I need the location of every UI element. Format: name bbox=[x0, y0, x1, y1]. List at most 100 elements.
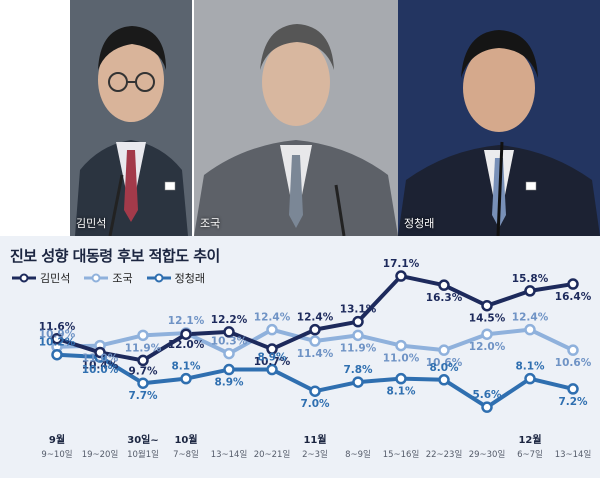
x-tick-label-5: 20~21일 bbox=[254, 450, 291, 460]
data-label-s2-4: 8.9% bbox=[214, 377, 244, 389]
data-point-s2-2 bbox=[137, 377, 149, 389]
data-point-s1-6 bbox=[309, 335, 321, 347]
caption-kim-minseok: 김민석 bbox=[76, 217, 107, 230]
data-label-s0-10: 14.5% bbox=[469, 313, 506, 325]
photo-kim-minseok: 김민석 bbox=[70, 0, 192, 236]
data-label-s1-7: 11.9% bbox=[340, 342, 377, 354]
data-point-s2-11 bbox=[524, 372, 536, 385]
data-point-s0-4 bbox=[223, 326, 235, 338]
data-point-s0-2 bbox=[137, 354, 149, 367]
legend-marker-kim bbox=[12, 273, 36, 283]
data-label-s2-1: 10.0% bbox=[82, 364, 119, 376]
data-point-s1-4 bbox=[223, 347, 235, 360]
legend-label-jung: 정청래 bbox=[174, 272, 205, 285]
data-label-s0-0: 11.6% bbox=[39, 321, 76, 333]
data-label-s2-9: 8.0% bbox=[429, 362, 459, 374]
x-tick-month-2: 30일~ bbox=[127, 433, 159, 446]
data-label-s1-12: 10.6% bbox=[555, 357, 592, 369]
data-point-s0-3 bbox=[180, 328, 192, 340]
data-point-s0-9 bbox=[438, 279, 450, 291]
x-tick-label-0: 9~10일 bbox=[41, 450, 72, 460]
x-tick-label-7: 8~9일 bbox=[345, 450, 371, 460]
chart-panel: 진보 성향 대동령 후보 적합도 추이 김민석 조국 정청래 11.6% 10.4… bbox=[0, 236, 600, 478]
data-label-s2-11: 8.1% bbox=[515, 361, 545, 373]
data-label-s2-3: 8.1% bbox=[171, 361, 201, 373]
data-label-s1-10: 12.0% bbox=[469, 341, 506, 353]
x-tick-month-0: 9월 bbox=[49, 434, 65, 446]
chart-title: 진보 성향 대동령 후보 적합도 추이 bbox=[10, 247, 220, 265]
legend-label-cho: 조국 bbox=[112, 272, 133, 285]
data-label-s2-7: 7.8% bbox=[343, 364, 373, 376]
data-label-s0-5: 10.7% bbox=[254, 356, 291, 368]
data-label-s1-3: 12.1% bbox=[168, 315, 205, 327]
data-label-s1-11: 12.4% bbox=[512, 312, 549, 324]
data-point-s2-4 bbox=[223, 363, 235, 376]
data-point-s2-8 bbox=[395, 372, 407, 385]
data-point-s1-9 bbox=[438, 344, 450, 356]
data-point-s1-5 bbox=[266, 323, 278, 336]
x-tick-label-10: 29~30일 bbox=[469, 450, 506, 460]
data-point-s0-11 bbox=[524, 285, 536, 297]
data-label-s0-8: 17.1% bbox=[383, 258, 420, 270]
data-point-s2-9 bbox=[438, 374, 450, 386]
legend-item-jung: 정청래 bbox=[146, 270, 205, 286]
data-label-s0-11: 15.8% bbox=[512, 273, 549, 285]
legend-label-kim: 김민석 bbox=[40, 272, 71, 285]
data-label-s1-9: 10.6% bbox=[426, 357, 463, 369]
legend-item-cho: 조국 bbox=[84, 270, 133, 286]
data-point-s0-8 bbox=[395, 270, 407, 282]
data-point-s0-7 bbox=[352, 315, 364, 328]
data-label-s2-5: 8.9% bbox=[257, 352, 287, 364]
data-label-s1-4: 10.3% bbox=[211, 336, 248, 348]
legend-item-kim: 김민석 bbox=[12, 270, 70, 286]
data-label-s0-1: 10.4% bbox=[82, 359, 119, 371]
data-point-s2-5 bbox=[266, 363, 278, 376]
data-label-s2-2: 7.7% bbox=[128, 390, 158, 402]
x-tick-label-8: 15~16일 bbox=[383, 450, 420, 460]
line-chart-plot: 11.6% 10.4% 9.7% 12.0% 12.2% 10.7% 12.4% 13.1% 1… bbox=[39, 258, 592, 460]
data-label-s2-8: 8.1% bbox=[386, 386, 416, 398]
data-label-s0-2: 9.7% bbox=[128, 365, 158, 377]
caption-jung-chungrae: 정청래 bbox=[404, 217, 435, 230]
photo-cho-kuk: 조국 bbox=[194, 0, 398, 236]
data-label-s1-8: 11.0% bbox=[383, 353, 420, 365]
data-label-s2-0: 10.2% bbox=[39, 337, 76, 349]
data-point-s1-10 bbox=[481, 328, 493, 340]
x-tick-month-11: 12월 bbox=[518, 434, 541, 446]
x-tick-month-3: 10월 bbox=[174, 434, 197, 446]
data-point-s2-0 bbox=[51, 348, 63, 361]
photo-strip: 김민석 조국 정청래 bbox=[0, 0, 600, 236]
data-point-s2-6 bbox=[309, 385, 321, 397]
data-point-s1-2 bbox=[137, 329, 149, 342]
data-label-s0-7: 13.1% bbox=[340, 304, 377, 316]
portrait-jung-chungrae bbox=[398, 0, 600, 236]
data-point-s2-7 bbox=[352, 376, 364, 388]
x-tick-label-6: 2~3일 bbox=[302, 450, 328, 460]
x-tick-label-1: 19~20일 bbox=[82, 450, 119, 460]
x-tick-month-6: 11월 bbox=[303, 434, 326, 446]
data-point-s0-5 bbox=[266, 343, 278, 355]
data-label-s2-12: 7.2% bbox=[558, 396, 588, 408]
data-point-s0-10 bbox=[481, 299, 493, 312]
data-label-s0-12: 16.4% bbox=[555, 291, 592, 303]
portrait-cho-kuk bbox=[194, 0, 398, 236]
photo-jung-chungrae: 정청래 bbox=[398, 0, 600, 236]
data-point-s2-12 bbox=[567, 383, 579, 395]
x-tick-label-3: 7~8일 bbox=[173, 450, 199, 460]
caption-cho-kuk: 조국 bbox=[200, 217, 221, 230]
data-label-s0-4: 12.2% bbox=[211, 314, 248, 326]
data-label-s2-6: 7.0% bbox=[300, 398, 330, 410]
x-tick-label-11: 6~7일 bbox=[517, 450, 543, 460]
data-point-s0-6 bbox=[309, 323, 321, 336]
data-label-s0-9: 16.3% bbox=[426, 292, 463, 304]
data-label-s2-10: 5.6% bbox=[472, 389, 502, 401]
data-point-s0-1 bbox=[94, 346, 106, 359]
data-label-s1-6: 11.4% bbox=[297, 348, 334, 360]
data-point-s2-10 bbox=[481, 401, 493, 413]
data-label-s0-3: 12.0% bbox=[168, 339, 205, 351]
data-label-s1-1: 11.0% bbox=[82, 353, 119, 365]
data-point-s1-7 bbox=[352, 329, 364, 342]
data-label-s1-0: 10.9% bbox=[39, 329, 76, 341]
data-label-s1-5: 12.4% bbox=[254, 312, 291, 324]
x-tick-label-9: 22~23일 bbox=[426, 450, 463, 460]
